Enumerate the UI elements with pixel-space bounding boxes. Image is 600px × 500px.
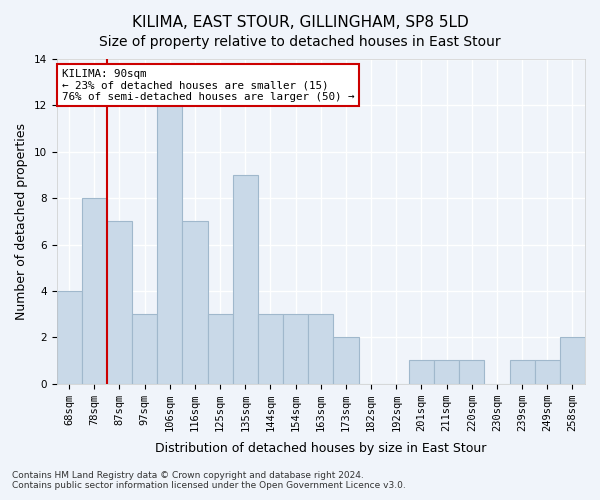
Text: KILIMA: 90sqm
← 23% of detached houses are smaller (15)
76% of semi-detached hou: KILIMA: 90sqm ← 23% of detached houses a… (62, 68, 355, 102)
Text: KILIMA, EAST STOUR, GILLINGHAM, SP8 5LD: KILIMA, EAST STOUR, GILLINGHAM, SP8 5LD (131, 15, 469, 30)
Bar (334, 338, 359, 384)
Bar (258, 314, 283, 384)
Text: Size of property relative to detached houses in East Stour: Size of property relative to detached ho… (99, 35, 501, 49)
Bar (157, 106, 182, 384)
X-axis label: Distribution of detached houses by size in East Stour: Distribution of detached houses by size … (155, 442, 487, 455)
Bar (233, 175, 258, 384)
Bar (308, 314, 334, 384)
Bar (107, 222, 132, 384)
Bar (509, 360, 535, 384)
Bar (434, 360, 459, 384)
Text: Contains HM Land Registry data © Crown copyright and database right 2024.
Contai: Contains HM Land Registry data © Crown c… (12, 470, 406, 490)
Bar (208, 314, 233, 384)
Bar (535, 360, 560, 384)
Bar (459, 360, 484, 384)
Bar (182, 222, 208, 384)
Bar (409, 360, 434, 384)
Bar (56, 291, 82, 384)
Bar (132, 314, 157, 384)
Bar (82, 198, 107, 384)
Y-axis label: Number of detached properties: Number of detached properties (15, 123, 28, 320)
Bar (283, 314, 308, 384)
Bar (560, 338, 585, 384)
